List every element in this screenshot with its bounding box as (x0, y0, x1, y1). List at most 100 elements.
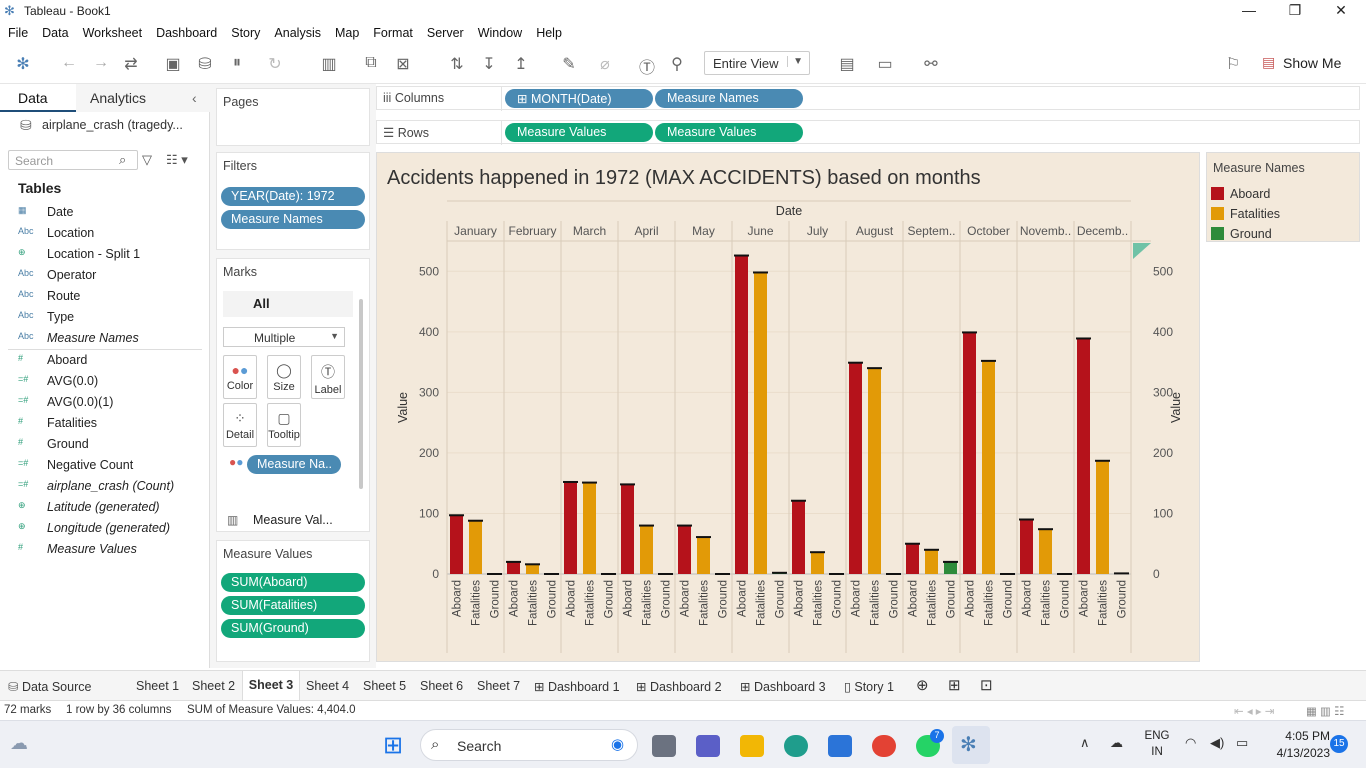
bar-aboard[interactable] (792, 500, 805, 574)
teams-icon[interactable] (696, 735, 720, 757)
presentation-icon[interactable]: ▭ (877, 56, 893, 73)
wifi-icon[interactable]: ◠ (1185, 735, 1197, 750)
pill-sum-fatalities[interactable]: SUM(Fatalities) (221, 596, 365, 615)
close-icon[interactable]: ✕ (1335, 2, 1347, 18)
field-item[interactable]: =# airplane_crash (Count) (0, 476, 210, 497)
filters-card[interactable]: Filters YEAR(Date): 1972 Measure Names (216, 152, 370, 250)
save-icon[interactable]: ▣ (165, 56, 181, 73)
new-worksheet-tab-icon[interactable]: ⊕ (916, 677, 929, 694)
format-painter-icon[interactable]: ⚐ (1225, 56, 1241, 73)
menu-server[interactable]: Server (426, 26, 464, 40)
tab-sheet-3[interactable]: Sheet 3 (242, 671, 300, 701)
labels-icon[interactable]: Ⓣ (638, 60, 655, 77)
tab-data[interactable]: Data (0, 84, 76, 112)
menu-analysis[interactable]: Analysis (274, 26, 321, 40)
tab-analytics[interactable]: Analytics ‹ (76, 84, 210, 112)
tab-sheet-1[interactable]: Sheet 1 (136, 679, 180, 693)
bar-aboard[interactable] (735, 255, 748, 574)
bar-aboard[interactable] (849, 362, 862, 574)
language-top[interactable]: ENG (1144, 730, 1170, 742)
pill-sum-ground[interactable]: SUM(Ground) (221, 619, 365, 638)
bar-fatalities[interactable] (583, 482, 596, 574)
sheet-view-icon[interactable]: ▦ ▥ ☷ (1306, 706, 1345, 718)
measure-values-card[interactable]: Measure Values SUM(Aboard) SUM(Fatalitie… (216, 540, 370, 662)
field-item[interactable]: =# AVG(0.0) (0, 371, 210, 392)
refresh-icon[interactable]: ↻ (268, 56, 282, 73)
columns-pill-measure-names[interactable]: Measure Names (655, 89, 803, 108)
undo-icon[interactable]: ← (61, 54, 77, 71)
detail-button[interactable]: ⁘ Detail (223, 403, 257, 447)
bar-fatalities[interactable] (1039, 529, 1052, 574)
marks-scrollbar[interactable] (359, 299, 363, 489)
new-dashboard-tab-icon[interactable]: ⊞ (948, 677, 961, 694)
field-item[interactable]: Abc Location (0, 223, 210, 244)
field-item[interactable]: # Aboard (0, 350, 210, 371)
marks-card[interactable]: Marks All Multiple ▼ ●● Color ◯ Size Ⓣ L… (216, 258, 370, 532)
collapse-pane-icon[interactable]: ‹ (192, 90, 197, 106)
label-button[interactable]: Ⓣ Label (311, 355, 345, 399)
clear-sheet-icon[interactable]: ⊠ (396, 56, 410, 73)
bar-fatalities[interactable] (868, 368, 881, 574)
bar-aboard[interactable] (963, 332, 976, 574)
chevron-up-icon[interactable]: ∧ (1080, 735, 1090, 750)
tableau-task-highlight[interactable]: ✻ (952, 726, 990, 764)
store-icon[interactable] (828, 735, 852, 757)
battery-icon[interactable]: ▭ (1236, 735, 1249, 750)
field-item[interactable]: ⊕ Longitude (generated) (0, 518, 210, 539)
chrome-icon[interactable] (872, 735, 896, 757)
sheet-nav-icon[interactable]: ⇤ ◂ ▸ ⇥ (1234, 706, 1275, 718)
minimize-icon[interactable]: — (1242, 2, 1256, 18)
rows-pill-measure-values-1[interactable]: Measure Values (505, 123, 653, 142)
data-source-tab[interactable]: ⛁ Data Source (8, 679, 91, 694)
swap-rows-columns-icon[interactable]: ⇅ (450, 56, 464, 73)
mark-type-select[interactable]: Multiple ▼ (223, 327, 345, 347)
color-legend[interactable]: Measure Names Aboard Fatalities Ground (1206, 152, 1360, 242)
tab-sheet-5[interactable]: Sheet 5 (363, 679, 407, 693)
menu-worksheet[interactable]: Worksheet (82, 26, 143, 40)
tab-sheet-6[interactable]: Sheet 6 (420, 679, 464, 693)
bar-fatalities[interactable] (982, 360, 995, 574)
windows-start-icon[interactable]: ⊞ (383, 732, 404, 759)
tooltip-button[interactable]: ▢ Tooltip (267, 403, 301, 447)
menu-window[interactable]: Window (477, 26, 523, 40)
view-options-icon[interactable]: ☷ ▾ (166, 152, 188, 167)
bar-fatalities[interactable] (469, 520, 482, 574)
field-item[interactable]: Abc Measure Names (0, 328, 210, 349)
show-me-icon[interactable]: ▤ (1262, 54, 1276, 70)
resize-handle-icon[interactable] (1133, 243, 1151, 259)
rows-pill-measure-values-2[interactable]: Measure Values (655, 123, 803, 142)
marks-all-tab[interactable]: All (223, 291, 353, 317)
pin-axes-icon[interactable]: ⚲ (671, 56, 683, 73)
menu-story[interactable]: Story (231, 26, 261, 40)
field-item[interactable]: ⊕ Location - Split 1 (0, 244, 210, 265)
new-datasource-icon[interactable]: ⛁ (198, 56, 212, 73)
tab-sheet-4[interactable]: Sheet 4 (306, 679, 350, 693)
color-button[interactable]: ●● Color (223, 355, 257, 399)
tab-story-1[interactable]: ▯ Story 1 (844, 679, 894, 694)
menu-map[interactable]: Map (334, 26, 360, 40)
bar-aboard[interactable] (678, 525, 691, 574)
tab-sheet-2[interactable]: Sheet 2 (192, 679, 236, 693)
taskbar-search[interactable]: ⌕ Search ◉ (420, 729, 638, 761)
bar-fatalities[interactable] (754, 272, 767, 574)
datasource-name[interactable]: airplane_crash (tragedy... (42, 118, 183, 132)
highlight-icon[interactable]: ✎ (562, 56, 576, 73)
bar-chart[interactable]: Date 0 0 100 100 200 200 300 300 400 400 500 500 Valu… (377, 153, 1201, 663)
field-item[interactable]: Abc Type (0, 307, 210, 328)
bar-fatalities[interactable] (811, 552, 824, 574)
group-icon[interactable]: ⌀ (600, 56, 610, 73)
redo-icon[interactable]: → (93, 54, 109, 71)
filter-pill-year[interactable]: YEAR(Date): 1972 (221, 187, 365, 206)
new-story-tab-icon[interactable]: ⊡ (980, 677, 993, 694)
menu-dashboard[interactable]: Dashboard (156, 26, 218, 40)
marks-measure-values-row[interactable]: Measure Val... (253, 513, 333, 527)
show-cards-icon[interactable]: ▤ (839, 56, 855, 73)
pages-card[interactable]: Pages (216, 88, 370, 146)
bar-fatalities[interactable] (640, 525, 653, 574)
volume-icon[interactable]: ◀) (1210, 735, 1225, 750)
field-item[interactable]: ⊕ Latitude (generated) (0, 497, 210, 518)
bar-fatalities[interactable] (1096, 460, 1109, 574)
color-pill-measure-names[interactable]: Measure Na.. (247, 455, 341, 474)
menu-format[interactable]: Format (373, 26, 413, 40)
columns-shelf[interactable]: iii Columns ⊞ MONTH(Date) Measure Names (376, 86, 1360, 111)
